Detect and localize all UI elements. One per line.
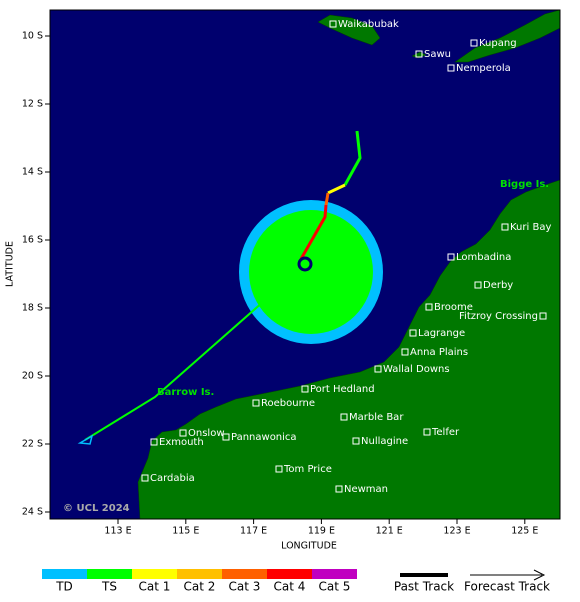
place-marker (470, 39, 478, 47)
legend-label: Cat 5 (319, 580, 351, 594)
place-label: Tom Price (283, 464, 332, 475)
place-label: Derby (483, 280, 513, 291)
y-tick-label: 14 S (22, 167, 43, 178)
places: Waikabubak Kupang Sawu Nemperola Kuri Bay Lom… (141, 19, 551, 495)
x-axis-label: LONGITUDE (281, 541, 337, 552)
legend-label: Past Track (394, 580, 454, 594)
place-label: Cardabia (150, 473, 195, 484)
past-track (299, 130, 362, 260)
x-tick-label: 119 E (308, 526, 335, 537)
place-marker (423, 428, 431, 436)
y-tick-label: 22 S (22, 439, 43, 450)
place-marker (425, 303, 433, 311)
y-tick-label: 12 S (22, 99, 43, 110)
y-tick-label: 10 S (22, 31, 43, 42)
legend-swatch (87, 569, 132, 579)
legend-label: TD (55, 580, 73, 594)
y-tick-label: 20 S (22, 371, 43, 382)
legend-label: Cat 3 (229, 580, 261, 594)
place-marker (141, 474, 149, 482)
legend-label: Cat 1 (139, 580, 171, 594)
place-label: Nemperola (456, 63, 511, 74)
place-label: Roebourne (261, 398, 315, 409)
place-marker (501, 223, 509, 231)
legend-label: Cat 4 (274, 580, 306, 594)
place-marker (150, 438, 158, 446)
place-label: Port Hedland (310, 384, 375, 395)
island-label: Barrow Is. (157, 387, 214, 398)
place-label: Onslow (188, 428, 225, 439)
place-marker (301, 385, 309, 393)
cyclone-symbol (297, 256, 313, 272)
legend-swatch (42, 569, 87, 579)
y-tick-label: 16 S (22, 235, 43, 246)
place-marker (329, 20, 337, 28)
place-marker (415, 50, 423, 58)
place-label: Waikabubak (338, 19, 399, 30)
place-marker (252, 399, 260, 407)
place-label: Lagrange (418, 328, 465, 339)
map-frame (49, 9, 561, 520)
place-marker (447, 64, 455, 72)
legend-swatch (132, 569, 177, 579)
place-label: Fitzroy Crossing (459, 311, 538, 322)
x-tick-label: 125 E (511, 526, 538, 537)
place-label: Exmouth (159, 437, 204, 448)
ts-wind-zone (249, 210, 373, 334)
place-label: Lombadina (456, 252, 511, 263)
legend-swatch (267, 569, 312, 579)
place-label: Kupang (479, 38, 517, 49)
place-marker (340, 413, 348, 421)
place-marker (401, 348, 409, 356)
forecast-track (77, 264, 306, 445)
place-marker (474, 281, 482, 289)
legend-label: TS (101, 580, 117, 594)
x-tick-label: 123 E (443, 526, 470, 537)
y-tick-label: 24 S (22, 507, 43, 518)
place-marker (352, 437, 360, 445)
x-tick-label: 115 E (172, 526, 199, 537)
forecast-arrow (533, 569, 546, 581)
land (137, 9, 561, 520)
legend-label: Forecast Track (464, 580, 550, 594)
place-marker (275, 465, 283, 473)
x-tick-label: 117 E (240, 526, 267, 537)
legend-label: Cat 2 (184, 580, 216, 594)
place-label: Pannawonica (231, 432, 297, 443)
x-tick-label: 121 E (376, 526, 403, 537)
place-label: Nullagine (361, 436, 408, 447)
place-marker (374, 365, 382, 373)
legend-swatch (177, 569, 222, 579)
y-tick-label: 18 S (22, 303, 43, 314)
place-marker (222, 433, 230, 441)
place-marker (179, 429, 187, 437)
place-label: Telfer (431, 427, 460, 438)
place-marker (409, 329, 417, 337)
place-label: Sawu (424, 49, 451, 60)
place-label: Newman (344, 484, 388, 495)
place-label: Broome (434, 302, 473, 313)
place-label: Marble Bar (349, 412, 404, 423)
place-marker (335, 485, 343, 493)
legend-swatch (222, 569, 267, 579)
legend-swatch (312, 569, 357, 579)
place-label: Anna Plains (410, 347, 468, 358)
place-label: Kuri Bay (510, 222, 551, 233)
y-axis-label: LATITUDE (5, 241, 16, 287)
copyright: © UCL 2024 (63, 503, 130, 514)
place-label: Wallal Downs (383, 364, 450, 375)
island-label: Bigge Is. (500, 179, 549, 190)
x-tick-label: 113 E (104, 526, 131, 537)
place-marker (539, 312, 547, 320)
place-marker (447, 253, 455, 261)
